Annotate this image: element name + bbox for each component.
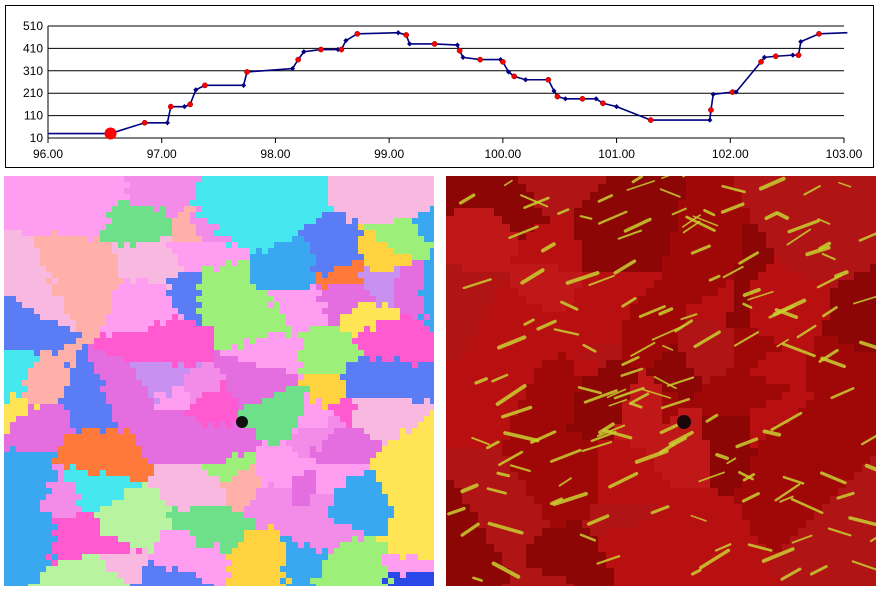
misorientation-profile-chart: 10 110 210 310 410 510 96.00 97.00 98.00 99.00 100… xyxy=(5,5,874,168)
data-point xyxy=(301,49,307,55)
data-point xyxy=(579,95,586,102)
orientation-grains xyxy=(4,176,434,586)
data-point xyxy=(710,91,716,97)
data-point xyxy=(551,88,557,94)
y-tick-label: 110 xyxy=(24,109,43,123)
data-point xyxy=(338,46,345,53)
y-tick-label: 210 xyxy=(23,86,43,100)
data-point xyxy=(523,77,529,83)
data-point xyxy=(289,65,296,72)
x-tick-label: 97.00 xyxy=(147,147,177,161)
data-point xyxy=(295,56,302,63)
series-line xyxy=(48,31,848,135)
data-point xyxy=(167,103,174,110)
data-point xyxy=(141,119,148,126)
phase-map-image xyxy=(446,176,876,586)
data-point xyxy=(454,42,460,48)
phase-map-svg xyxy=(446,176,876,586)
data-point xyxy=(187,101,193,108)
y-tick-label: 410 xyxy=(23,41,43,55)
data-point xyxy=(497,57,504,63)
data-point xyxy=(613,104,620,110)
data-point xyxy=(798,39,804,45)
data-point xyxy=(240,82,247,88)
x-tick-label: 103.00 xyxy=(826,147,863,161)
x-tick-label: 101.00 xyxy=(598,147,635,161)
defect-spot xyxy=(236,416,248,428)
x-tick-label: 100.00 xyxy=(485,147,522,161)
x-tick-label: 99.00 xyxy=(374,147,404,161)
data-point xyxy=(545,76,552,83)
y-tick-label: 10 xyxy=(30,131,44,145)
data-point xyxy=(164,120,170,126)
data-point xyxy=(600,100,606,107)
orientation-map-image xyxy=(4,176,434,586)
x-tick-label: 98.00 xyxy=(260,147,290,161)
data-point xyxy=(790,52,796,58)
data-point xyxy=(193,87,199,93)
data-point xyxy=(500,58,506,65)
profile-chart-svg: 10 110 210 310 410 510 96.00 97.00 98.00 99.00 100… xyxy=(23,19,863,161)
data-point xyxy=(647,117,654,123)
data-point xyxy=(477,56,483,63)
data-point xyxy=(456,47,463,54)
data-point xyxy=(511,73,518,80)
data-point xyxy=(395,30,401,36)
data-point xyxy=(733,89,739,95)
data-point xyxy=(772,53,779,60)
data-point xyxy=(593,96,599,102)
data-point xyxy=(460,54,466,60)
data-point xyxy=(354,30,361,37)
data-point xyxy=(707,117,713,123)
data-point xyxy=(244,69,250,75)
y-tick-label: 510 xyxy=(23,19,43,33)
x-tick-label: 96.00 xyxy=(33,147,63,161)
x-tick-label: 102.00 xyxy=(712,147,749,161)
data-point xyxy=(403,32,410,38)
data-point xyxy=(795,52,802,58)
data-point xyxy=(816,30,822,37)
y-tick-label: 310 xyxy=(23,64,43,78)
data-point xyxy=(562,96,568,102)
phase-grains xyxy=(446,176,876,586)
data-point xyxy=(761,54,767,60)
data-point xyxy=(431,41,438,47)
data-point xyxy=(407,41,413,47)
data-point xyxy=(758,58,764,65)
secondary-phase-streaks xyxy=(447,176,876,582)
data-point xyxy=(181,104,188,110)
data-point xyxy=(318,46,324,53)
orientation-map-svg xyxy=(4,176,434,586)
data-point xyxy=(554,93,561,100)
highlighted-data-point xyxy=(104,127,117,140)
data-point xyxy=(505,69,512,75)
data-point xyxy=(202,82,208,89)
data-point xyxy=(343,37,349,44)
defect-spot xyxy=(677,415,691,429)
data-point xyxy=(708,107,714,113)
